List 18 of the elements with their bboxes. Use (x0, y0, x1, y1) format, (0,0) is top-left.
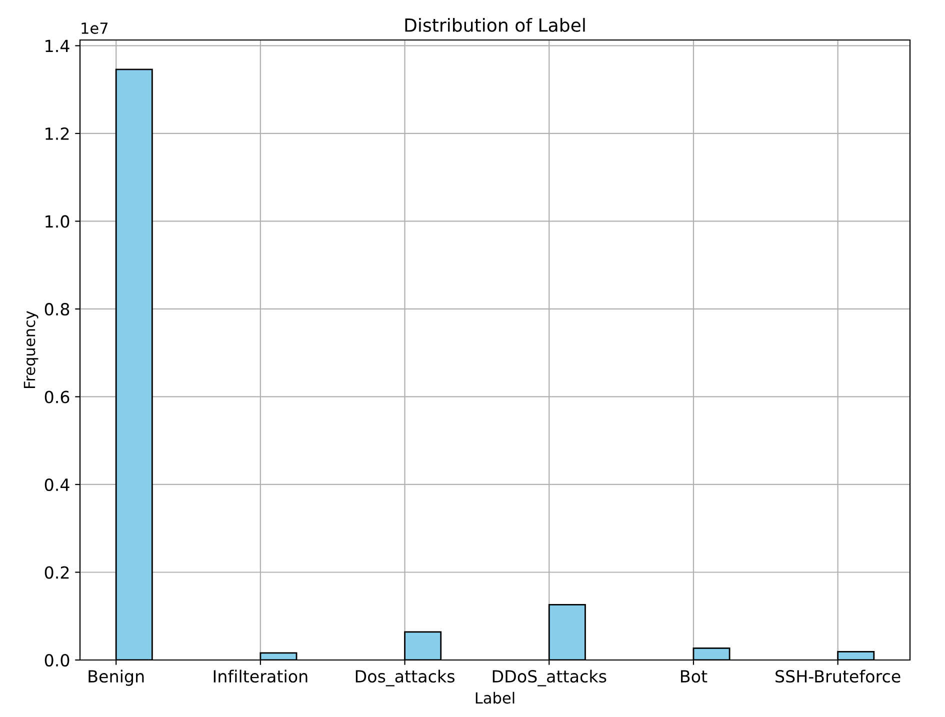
y-tick-label: 0.0 (44, 654, 70, 667)
x-tick-label: Dos_attacks (356, 670, 454, 686)
y-axis-title: Frequency (24, 310, 38, 388)
chart-title: Distribution of Label (405, 18, 585, 32)
x-tick-label: Benign (88, 670, 144, 686)
text: 1e7 (82, 22, 108, 34)
y-tick-label: 1.2 (46, 127, 69, 140)
y-tick-label: 1.0 (46, 215, 70, 228)
y-tick-label: 1.4 (46, 40, 70, 52)
x-tick-label: DDoS_attacks (492, 670, 606, 686)
y-tick-label: 0.8 (44, 302, 70, 316)
y-tick-label: 0.6 (44, 390, 70, 404)
y-tick-label: 0.2 (44, 566, 69, 579)
y-tick-label: 0.4 (44, 478, 70, 492)
x-tick-label: Bot (681, 670, 708, 683)
x-axis-title: Label (476, 692, 514, 704)
x-tick-label: Infilteration (214, 670, 308, 683)
x-tick-label: SSH-Bruteforce (776, 670, 900, 683)
